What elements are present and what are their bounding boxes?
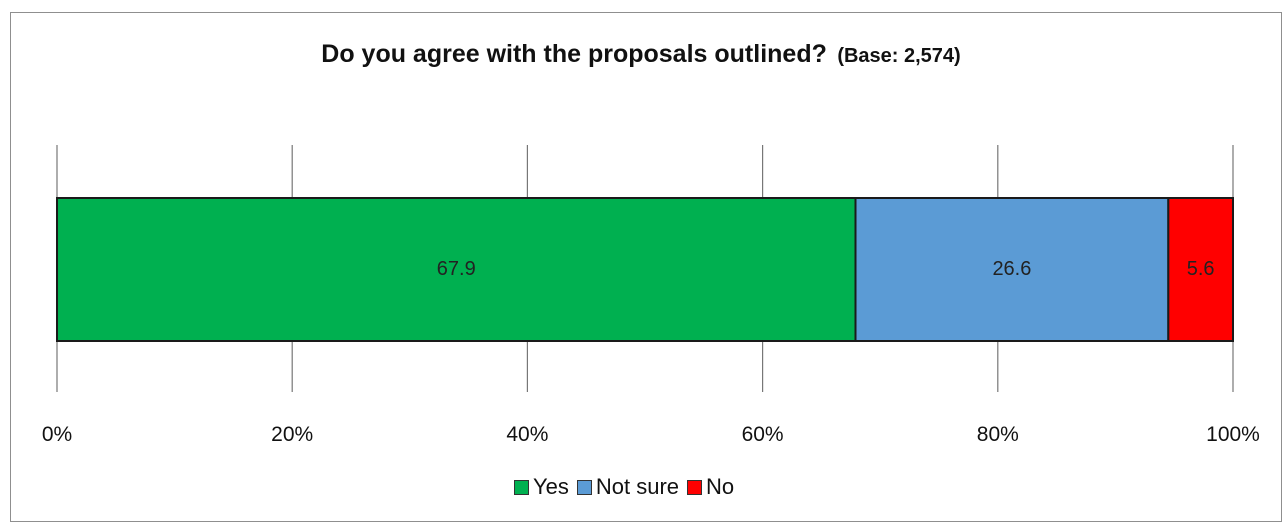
legend-item-yes: Yes <box>514 474 569 500</box>
x-axis-tick-labels: 0% 20% 40% 60% 80% 100% <box>42 423 1260 446</box>
data-label-no: 5.6 <box>1187 258 1215 280</box>
chart-title-base: (Base: 2,574) <box>837 45 961 67</box>
legend-item-no: No <box>687 474 734 500</box>
bar-segment-no <box>1167 197 1234 342</box>
x-tick-label-60-percent: 60% <box>742 423 784 446</box>
bar-layer <box>56 197 1234 342</box>
legend-swatch-not-sure <box>576 479 592 495</box>
x-tick-label-0-percent: 0% <box>42 423 72 446</box>
x-tick-label-100-percent: 100% <box>1206 423 1260 446</box>
x-tick-label-40-percent: 40% <box>506 423 548 446</box>
data-label-not-sure: 26.6 <box>992 258 1031 280</box>
label-layer: 67.9 26.6 5.6 <box>437 258 1215 280</box>
legend-swatch-no <box>687 479 703 495</box>
x-tick-label-80-percent: 80% <box>977 423 1019 446</box>
legend-swatch-yes <box>514 479 529 495</box>
chart-legend: Yes Not sure No <box>514 474 734 500</box>
chart-title-main: Do you agree with the proposals outlined… <box>321 40 827 68</box>
x-tick-label-20-percent: 20% <box>271 423 313 446</box>
legend-label-yes: Yes <box>533 474 569 499</box>
chart-title: Do you agree with the proposals outlined… <box>0 40 1282 69</box>
data-label-yes: 67.9 <box>437 258 476 280</box>
legend-item-not-sure: Not sure <box>576 474 680 500</box>
legend-label-not-sure: Not sure <box>595 474 680 499</box>
bar-segment-yes <box>56 197 857 342</box>
legend-label-no: No <box>706 474 735 499</box>
